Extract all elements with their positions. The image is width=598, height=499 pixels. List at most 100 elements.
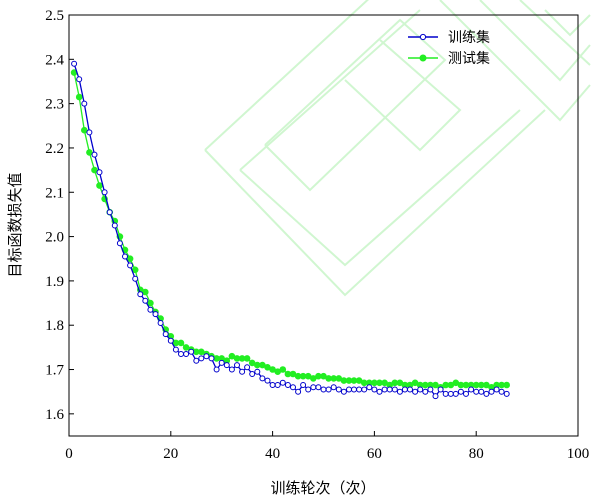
data-point-train <box>468 386 475 393</box>
data-point-train <box>127 262 134 269</box>
y-axis-label: 目标函数损失值 <box>6 172 24 277</box>
data-point-train <box>254 368 261 375</box>
data-point-train <box>447 390 454 397</box>
data-point-train <box>351 386 357 393</box>
data-point-test <box>131 266 139 274</box>
data-point-train <box>106 209 113 216</box>
series-test-line <box>73 72 507 389</box>
data-point-train <box>407 386 413 393</box>
data-point-train <box>279 379 286 386</box>
data-point-test <box>81 126 88 134</box>
data-point-train <box>361 386 368 393</box>
data-point-train <box>422 388 429 395</box>
data-point-train <box>203 353 210 360</box>
data-point-train <box>142 297 149 304</box>
data-point-train <box>371 386 378 393</box>
data-point-train <box>295 388 302 395</box>
data-point-train <box>76 76 83 83</box>
data-point-test <box>86 149 93 156</box>
data-point-train <box>315 384 322 391</box>
data-point-train <box>442 390 449 397</box>
data-point-train <box>320 386 327 393</box>
data-point-train <box>493 386 500 393</box>
data-point-train <box>473 388 480 395</box>
series-train-line <box>73 63 507 398</box>
data-point-test <box>91 166 98 174</box>
legend-train-label: 训练集 <box>448 29 490 46</box>
x-tick-label: 20 <box>163 446 178 462</box>
data-point-train <box>437 386 444 393</box>
data-point-train <box>310 384 317 391</box>
legend-test-marker <box>419 54 427 62</box>
data-point-train <box>111 222 118 229</box>
data-point-train <box>483 390 490 397</box>
data-point-train <box>356 386 363 393</box>
y-tick-label: 1.8 <box>45 318 64 334</box>
data-point-train <box>208 355 215 362</box>
data-point-train <box>432 393 439 400</box>
data-point-train <box>147 306 154 313</box>
data-point-train <box>463 390 469 397</box>
data-point-train <box>167 337 174 344</box>
x-tick-label: 60 <box>367 446 382 462</box>
axes: 0 20 40 60 80 100 1.6 1.7 1.8 1.9 2.0 2.1 2.2 2.3 2.4 2… <box>45 8 589 462</box>
y-tick-label: 2.0 <box>45 230 64 246</box>
legend: 训练集 测试集 <box>408 29 490 67</box>
data-point-train <box>264 377 271 384</box>
series-layer <box>70 60 511 400</box>
data-point-train <box>96 169 103 176</box>
y-tick-label: 1.7 <box>45 363 64 379</box>
data-point-train <box>274 382 281 388</box>
y-tick-label: 2.1 <box>45 185 64 201</box>
data-point-train <box>249 371 256 377</box>
data-point-train <box>152 311 159 318</box>
data-point-train <box>340 388 347 395</box>
data-point-train <box>183 351 190 357</box>
data-point-train <box>172 346 179 353</box>
data-point-train <box>137 291 144 298</box>
data-point-train <box>330 384 337 391</box>
data-point-train <box>188 348 195 355</box>
data-point-train <box>391 386 398 393</box>
data-point-train <box>244 364 251 371</box>
data-point-train <box>488 388 495 395</box>
data-point-train <box>228 366 235 373</box>
data-point-train <box>366 384 373 391</box>
x-tick-label: 100 <box>567 446 590 462</box>
data-point-train <box>300 382 307 388</box>
data-point-train <box>412 388 419 395</box>
data-point-train <box>193 357 200 364</box>
legend-test-label: 测试集 <box>448 50 490 67</box>
data-point-train <box>101 189 108 196</box>
y-tick-label: 2.2 <box>45 141 64 157</box>
watermark <box>204 0 591 297</box>
y-tick-label: 2.5 <box>45 8 64 24</box>
data-point-train <box>198 355 205 362</box>
data-point-train <box>305 386 312 393</box>
data-point-train <box>259 375 266 382</box>
y-tick-label: 2.4 <box>45 52 64 68</box>
data-point-train <box>234 362 240 369</box>
data-point-train <box>116 240 123 247</box>
data-point-train <box>178 351 184 357</box>
data-point-train <box>157 320 164 326</box>
data-point-train <box>81 100 88 107</box>
data-point-train <box>376 388 383 395</box>
data-point-train <box>284 382 291 388</box>
y-tick-label: 1.6 <box>45 407 64 423</box>
data-point-train <box>498 388 505 395</box>
data-point-train <box>239 368 246 375</box>
series-train <box>71 60 510 400</box>
data-point-test <box>279 366 287 373</box>
data-point-train <box>381 386 388 393</box>
data-point-train <box>396 388 403 395</box>
legend-train-marker <box>419 33 427 41</box>
x-tick-label: 40 <box>265 446 280 462</box>
data-point-train <box>162 331 169 338</box>
data-point-test <box>126 255 134 263</box>
data-point-train <box>457 388 464 395</box>
data-point-train <box>503 390 510 397</box>
data-point-test <box>96 182 103 189</box>
data-point-train <box>427 386 434 393</box>
data-point-train <box>218 359 225 366</box>
